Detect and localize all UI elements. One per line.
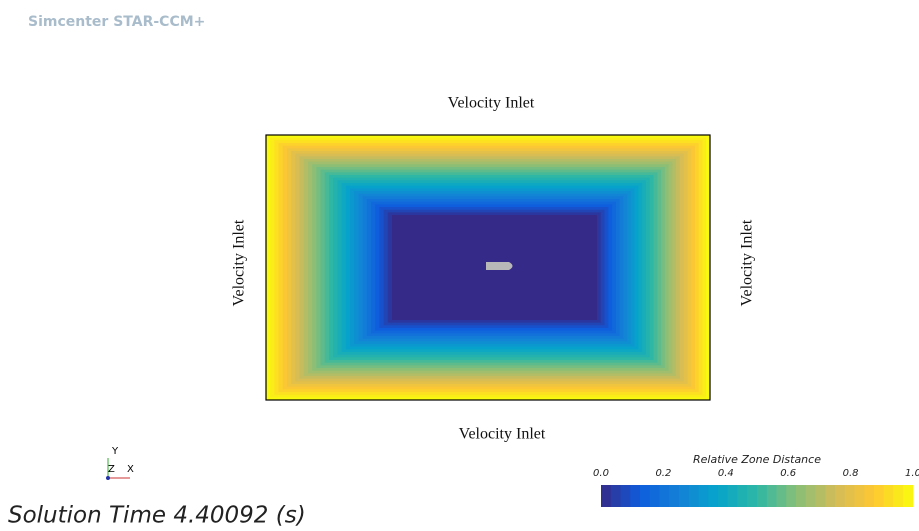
colorbar-band: [883, 485, 894, 507]
colorbar-band: [737, 485, 748, 507]
colorbar-band: [708, 485, 719, 507]
colorbar-band: [805, 485, 816, 507]
colorbar-band: [601, 485, 612, 507]
colorbar-tick-label: 0.0: [593, 468, 609, 479]
boundary-label: Velocity Inlet: [739, 219, 756, 306]
colorbar-band: [649, 485, 660, 507]
colorbar-band: [835, 485, 846, 507]
colorbar-band: [825, 485, 836, 507]
colorbar-tick-label: 0.4: [718, 468, 734, 479]
domain-border: [265, 134, 711, 401]
colorbar-band: [874, 485, 885, 507]
colorbar-band: [796, 485, 807, 507]
colorbar-band: [903, 485, 914, 507]
colorbar-band: [727, 485, 738, 507]
colorbar-band: [844, 485, 855, 507]
solution-time: Solution Time 4.40092 (s): [8, 503, 306, 529]
colorbar-tick-label: 0.8: [843, 468, 859, 479]
colorbar-band: [718, 485, 729, 507]
colorbar-tick-label: 0.6: [780, 468, 796, 479]
ship: [486, 262, 513, 270]
colorbar-band: [786, 485, 797, 507]
boundary-label: Velocity Inlet: [459, 426, 546, 443]
triad-label: Z: [108, 464, 115, 475]
colorbar-band: [815, 485, 826, 507]
colorbar-band: [747, 485, 758, 507]
triad-label: Y: [111, 446, 119, 457]
colorbar: 0.0 0.2 0.4 0.6 0.8 1.0: [593, 468, 919, 507]
colorbar-title: Relative Zone Distance: [693, 453, 821, 466]
colorbar-band: [640, 485, 651, 507]
colorbar-band: [630, 485, 641, 507]
colorbar-band: [659, 485, 670, 507]
colorbar-band: [620, 485, 631, 507]
colorbar-band: [669, 485, 680, 507]
triad-origin: [106, 476, 110, 480]
colorbar-band: [766, 485, 777, 507]
colorbar-band: [698, 485, 709, 507]
axis-triad: Y Z X: [106, 446, 134, 480]
colorbar-band: [757, 485, 768, 507]
colorbar-band: [610, 485, 621, 507]
distance-field: [266, 135, 710, 400]
colorbar-tick-label: 0.2: [655, 468, 671, 479]
triad-label: X: [127, 464, 134, 475]
colorbar-tick-label: 1.0: [905, 468, 919, 479]
boundary-label: Velocity Inlet: [448, 95, 535, 112]
colorbar-band: [679, 485, 690, 507]
boundary-label: Velocity Inlet: [231, 219, 248, 306]
colorbar-band: [864, 485, 875, 507]
colorbar-band: [776, 485, 787, 507]
app-name: Simcenter STAR-CCM+: [28, 14, 205, 30]
colorbar-band: [688, 485, 699, 507]
colorbar-band: [893, 485, 904, 507]
colorbar-band: [854, 485, 865, 507]
